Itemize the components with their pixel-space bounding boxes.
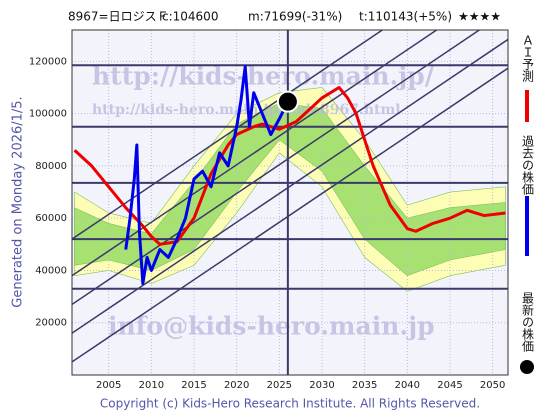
watermark: http://kids-hero.main.jp/ <box>92 62 435 91</box>
header-text: c:104600 <box>162 10 218 24</box>
generated-label: Generated on Monday 2026/1/5. <box>11 96 26 307</box>
header-text: m:71699(-31%) <box>248 10 342 24</box>
plot-layer: http://kids-hero.main.jp/http://kids-her… <box>72 30 508 375</box>
x-tick-label: 2020 <box>224 380 249 391</box>
watermark: info@kids-hero.main.jp <box>108 312 435 341</box>
trend-line <box>72 30 481 306</box>
legend-label: ＡＩ予測 <box>521 34 535 83</box>
series-line <box>73 86 506 246</box>
latest-price-point <box>276 90 299 113</box>
y-tick-label: 20000 <box>35 318 67 329</box>
series-line <box>124 65 290 286</box>
x-tick-label: 2045 <box>437 380 462 391</box>
x-tick-label: 2005 <box>96 380 121 391</box>
plot-frame <box>71 29 509 376</box>
x-tick-label: 2035 <box>352 380 377 391</box>
x-tick-label: 2010 <box>139 380 164 391</box>
legend-label: 最新の株価 <box>521 292 535 352</box>
copyright: Copyright (c) Kids-Hero Research Institu… <box>100 397 480 411</box>
legend-label: 過去の株価 <box>521 135 535 195</box>
trend-line <box>72 38 508 334</box>
y-tick-label: 60000 <box>35 213 67 224</box>
y-tick-label: 40000 <box>35 265 67 276</box>
legend-swatch <box>520 360 534 374</box>
trend-line <box>72 67 508 363</box>
x-tick-label: 2050 <box>480 380 505 391</box>
header-text: t:110143(+5%) <box>359 10 452 24</box>
y-tick-label: 80000 <box>35 161 67 172</box>
x-tick-label: 2030 <box>309 380 334 391</box>
x-tick-label: 2015 <box>181 380 206 391</box>
x-tick-label: 2040 <box>395 380 420 391</box>
header-text: 8967=日ロジスＦ <box>68 10 169 24</box>
y-tick-label: 120000 <box>29 56 67 67</box>
header-text: ★★★★ <box>458 10 501 24</box>
x-tick-label: 2025 <box>267 380 292 391</box>
y-tick-label: 100000 <box>29 109 67 120</box>
